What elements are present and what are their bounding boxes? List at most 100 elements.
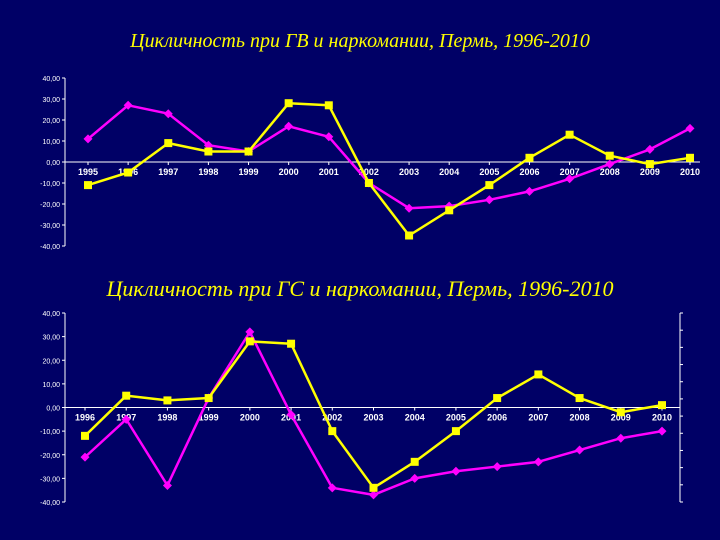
- y-tick-label: -40,00: [40, 500, 60, 507]
- chart-title-2: Цикличность при ГС и наркомании, Пермь, …: [106, 276, 614, 301]
- y-tick-label: 0,00: [46, 160, 60, 167]
- y-tick-label: 40,00: [42, 76, 60, 83]
- series-1-point: [492, 462, 502, 472]
- series-2-point: [658, 401, 666, 410]
- x-tick-label: 2004: [439, 167, 459, 177]
- series-1-point: [484, 195, 494, 205]
- series-2-point: [244, 147, 253, 156]
- y-tick-label: 30,00: [42, 335, 60, 342]
- x-tick-label: 2003: [363, 413, 383, 423]
- series-1-point: [575, 445, 585, 455]
- x-tick-label: 2010: [680, 167, 700, 177]
- chart-1: 40,00 30,00 20,00 10,00 0,00 -10,00 -20,00 -30,…: [40, 76, 700, 251]
- series-2-point: [284, 99, 293, 108]
- series-2-point: [328, 427, 337, 436]
- series-1-point: [245, 327, 255, 337]
- series-2-point: [686, 153, 694, 162]
- y-tick-label: 0,00: [46, 406, 60, 413]
- y-tick-label: -20,00: [40, 202, 60, 209]
- series-1-point: [80, 452, 90, 462]
- x-tick-label: 1999: [199, 413, 219, 423]
- series-1-point: [565, 174, 575, 184]
- x-tick-label: 1999: [239, 167, 259, 177]
- series-2-point: [204, 147, 213, 156]
- y-tick-label: 20,00: [42, 358, 60, 365]
- series-2-point: [534, 370, 543, 379]
- y-tick-label: -10,00: [40, 181, 60, 188]
- series-1-point: [524, 186, 534, 196]
- x-tick-label: 2008: [570, 413, 590, 423]
- x-tick-label: 1997: [158, 167, 178, 177]
- x-tick-label: 1998: [157, 413, 177, 423]
- series-2-point: [605, 151, 614, 160]
- series-2-point: [364, 179, 373, 187]
- x-tick-label: 1996: [75, 413, 95, 423]
- series-1-point: [685, 123, 695, 133]
- series-2-point: [645, 160, 654, 169]
- series-2-point: [616, 408, 625, 417]
- x-tick-label: 2009: [640, 167, 660, 177]
- series-2-point: [287, 339, 296, 348]
- series-2-point: [163, 396, 172, 405]
- series-2-point: [575, 394, 584, 403]
- series-line-1: [87, 104, 691, 210]
- x-tick-label: 2000: [240, 413, 260, 423]
- series-1-point: [645, 144, 655, 154]
- x-tick-label: 2007: [560, 167, 580, 177]
- series-2-point: [565, 130, 574, 139]
- y-tick-label: 10,00: [42, 382, 60, 389]
- x-tick-label: 2000: [279, 167, 299, 177]
- x-tick-label: 2007: [528, 413, 548, 423]
- x-tick-label: 2003: [399, 167, 419, 177]
- series-line-2: [87, 101, 691, 237]
- x-tick-label: 1995: [78, 167, 98, 177]
- x-tick-label: 2009: [611, 413, 631, 423]
- series-1-point: [657, 426, 667, 436]
- series-2-point: [84, 181, 92, 190]
- series-1-point: [162, 480, 172, 490]
- x-tick-label: 2008: [600, 167, 620, 177]
- series-1-point: [286, 410, 296, 420]
- series-1-point: [410, 473, 420, 483]
- series-1-point: [123, 100, 133, 110]
- y-tick-label: -40,00: [40, 244, 60, 251]
- series-1-point: [203, 140, 213, 150]
- series-1-point: [284, 121, 294, 131]
- y-tick-label: -30,00: [40, 476, 60, 483]
- y-tick-label: 40,00: [42, 311, 60, 318]
- series-2-point: [324, 101, 333, 110]
- series-1-point: [327, 483, 337, 493]
- series-1-point: [533, 457, 543, 467]
- series-1-point: [451, 466, 461, 476]
- series-2-point: [81, 431, 89, 440]
- series-2-point: [164, 139, 173, 148]
- chart-2: 40,00 30,00 20,00 10,00 0,00 -10,00 -20,00 -30,…: [40, 311, 683, 507]
- x-tick-label: 2005: [446, 413, 466, 423]
- series-2-point: [405, 231, 414, 240]
- series-1-point: [163, 109, 173, 119]
- series-2-point: [204, 394, 213, 403]
- x-tick-label: 2010: [652, 413, 672, 423]
- x-tick-label: 2002: [322, 413, 342, 423]
- series-2-point: [493, 394, 502, 403]
- series-2-point: [122, 391, 131, 400]
- chart-title-1: Цикличность при ГВ и наркомании, Пермь, …: [130, 30, 590, 52]
- series-2-point: [124, 168, 133, 177]
- x-tick-label: 2006: [487, 413, 507, 423]
- series-1-point: [121, 414, 131, 424]
- series-2-point: [525, 153, 534, 162]
- series-1-point: [404, 203, 414, 213]
- y-tick-label: -30,00: [40, 223, 60, 230]
- y-tick-label: 20,00: [42, 118, 60, 125]
- series-1-point: [605, 159, 615, 169]
- x-tick-label: 2004: [405, 413, 425, 423]
- series-2-point: [451, 427, 460, 436]
- x-tick-label: 2002: [359, 167, 379, 177]
- x-tick-label: 2005: [479, 167, 499, 177]
- series-1-point: [83, 134, 93, 144]
- series-1-point: [324, 132, 334, 142]
- series-1-point: [369, 490, 378, 500]
- series-2-point: [369, 483, 378, 492]
- series-2-point: [445, 206, 454, 215]
